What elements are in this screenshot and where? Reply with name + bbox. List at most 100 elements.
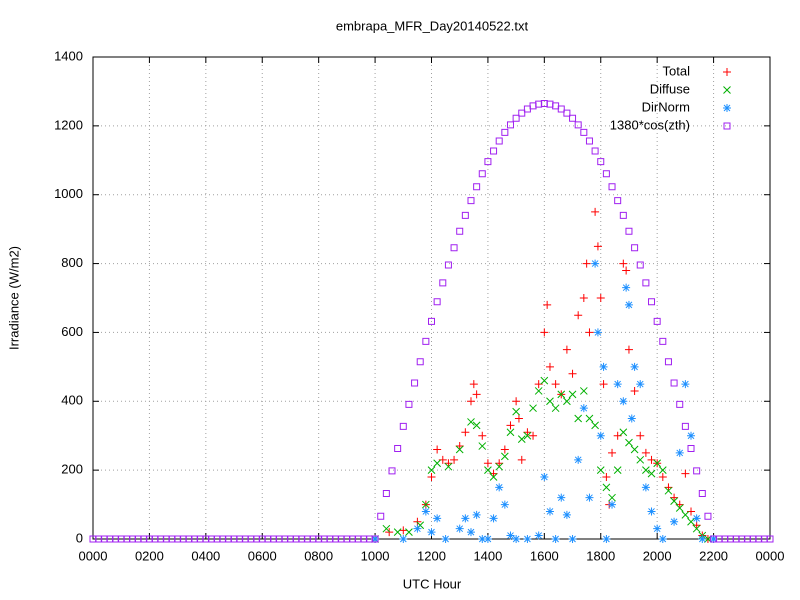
point <box>602 170 610 178</box>
point <box>489 514 498 523</box>
point <box>394 444 402 452</box>
point <box>495 459 504 468</box>
y-tick-label: 200 <box>61 462 83 477</box>
point <box>489 473 498 481</box>
point <box>495 137 503 145</box>
point <box>472 421 481 430</box>
point <box>478 170 486 178</box>
point <box>585 493 594 502</box>
point <box>625 227 633 235</box>
point <box>602 473 611 482</box>
point <box>534 387 543 395</box>
y-tick-label: 800 <box>61 255 83 270</box>
point <box>709 535 718 543</box>
point <box>670 493 679 502</box>
point <box>461 211 469 219</box>
point <box>514 414 523 423</box>
point <box>653 317 661 325</box>
point <box>568 390 577 399</box>
point <box>551 380 560 389</box>
x-tick-label: 2200 <box>699 548 728 563</box>
point <box>658 473 667 482</box>
point <box>593 328 602 337</box>
point <box>658 535 667 543</box>
x-tick-label: 0000 <box>756 548 785 563</box>
point <box>371 535 380 543</box>
point <box>450 455 459 464</box>
legend-marker <box>723 104 731 112</box>
point <box>599 362 608 371</box>
point <box>613 380 622 389</box>
point <box>624 345 633 354</box>
x-tick-label: 1800 <box>586 548 615 563</box>
point <box>641 448 650 457</box>
point <box>552 102 560 110</box>
point <box>585 328 594 337</box>
point <box>687 517 695 526</box>
x-tick-label: 1400 <box>473 548 502 563</box>
point <box>461 514 470 523</box>
point <box>413 524 422 533</box>
point <box>562 345 571 354</box>
point <box>562 510 571 519</box>
point <box>523 105 531 113</box>
point <box>622 266 631 275</box>
legend-label: Diffuse <box>650 81 690 96</box>
point <box>647 469 656 478</box>
point <box>433 459 441 468</box>
legend-marker <box>723 86 731 94</box>
point <box>506 531 515 540</box>
point <box>642 466 650 474</box>
point <box>506 121 514 129</box>
y-tick-label: 400 <box>61 393 83 408</box>
point <box>455 442 464 451</box>
point <box>608 183 616 191</box>
point <box>619 259 628 268</box>
point <box>472 510 481 519</box>
point <box>568 535 577 543</box>
x-tick-label: 0600 <box>248 548 277 563</box>
y-tick-label: 1400 <box>54 48 83 63</box>
point <box>636 261 644 269</box>
point <box>648 298 656 306</box>
point <box>512 407 520 416</box>
point <box>692 514 701 523</box>
point <box>529 404 537 413</box>
x-tick-label: 2000 <box>643 548 672 563</box>
y-tick-label: 1000 <box>54 186 83 201</box>
point <box>427 466 436 474</box>
point <box>523 431 532 440</box>
point <box>557 105 565 113</box>
y-tick-label: 600 <box>61 324 83 339</box>
point <box>585 137 593 145</box>
point <box>529 102 537 110</box>
y-tick-label: 1200 <box>54 117 83 132</box>
point <box>698 535 707 543</box>
point <box>675 504 684 512</box>
point <box>545 507 554 516</box>
point <box>614 197 622 205</box>
point <box>388 467 396 475</box>
point <box>469 380 478 389</box>
point <box>591 259 600 268</box>
point <box>512 114 520 122</box>
point <box>427 528 436 537</box>
point <box>450 244 458 252</box>
point <box>642 279 650 287</box>
point <box>523 428 532 437</box>
point <box>512 397 521 406</box>
point <box>602 483 611 492</box>
point <box>675 448 684 457</box>
point <box>593 242 602 251</box>
point <box>478 431 487 440</box>
point <box>579 294 588 302</box>
legend-marker <box>723 122 731 130</box>
point <box>568 369 577 378</box>
point <box>579 387 588 395</box>
point <box>599 380 608 389</box>
point <box>490 147 498 155</box>
point <box>608 500 617 509</box>
point <box>653 459 662 468</box>
